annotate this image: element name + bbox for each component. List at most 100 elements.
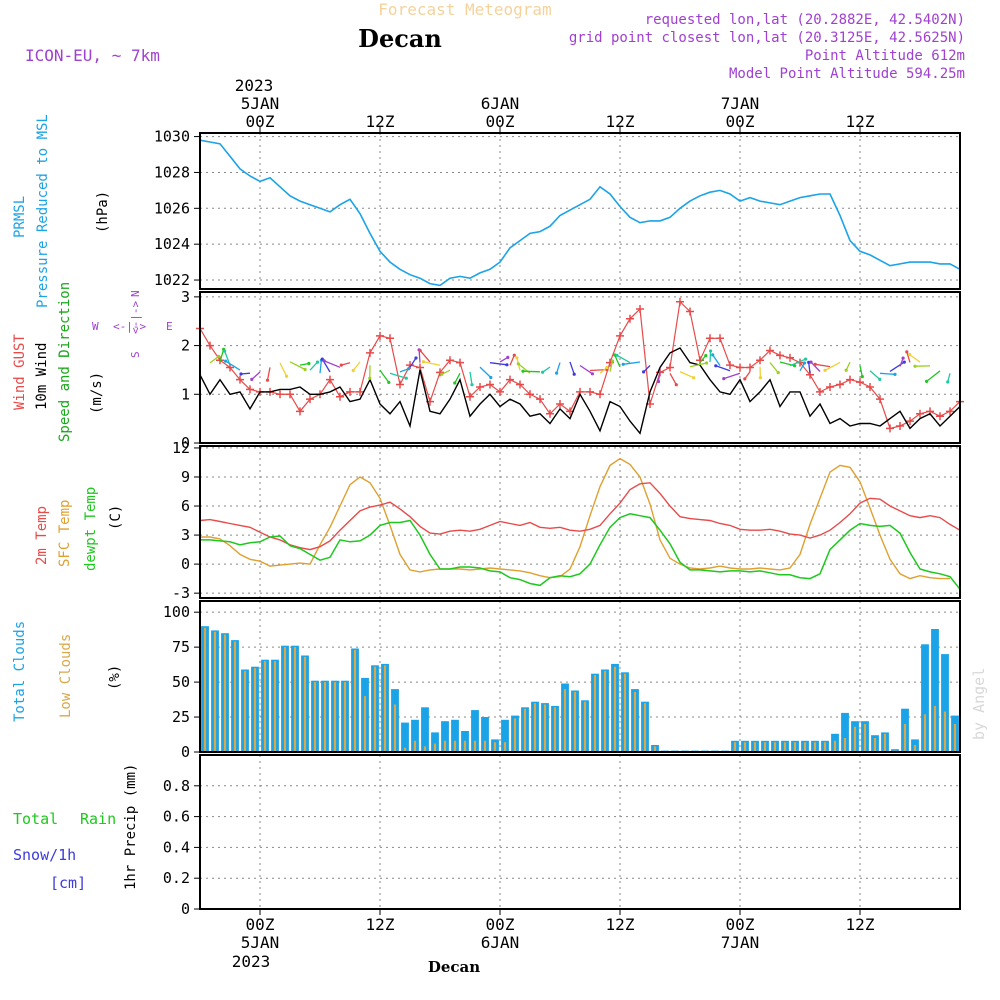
wind-direction-arrow [289, 361, 306, 371]
bottom-date-label: 5JAN [241, 933, 280, 952]
wind-direction-arrow [219, 349, 225, 362]
wind-arrow-head [506, 355, 510, 359]
wind-arrow-head [907, 352, 912, 357]
wind-direction-arrow [712, 354, 721, 366]
wind-direction-arrow [669, 372, 677, 386]
wind-arrow-head [901, 356, 905, 360]
clouds-ytick-label: 100 [163, 603, 190, 621]
low-cloud-bar [793, 742, 797, 752]
low-cloud-bar [753, 742, 757, 752]
gust-point [546, 409, 554, 418]
gust-point [746, 363, 754, 372]
gust-point [816, 387, 824, 396]
temp-label-2m: 2m Temp [34, 506, 50, 565]
wind-panel-frame [199, 291, 961, 444]
sfc-temp-line [200, 457, 950, 580]
clouds-ytick-label: 75 [172, 638, 190, 656]
clouds-unit: (%) [107, 665, 123, 690]
wind-arrow-head [758, 376, 763, 380]
model-label: ICON-EU, ~ 7km [25, 46, 160, 65]
precip-label-snow: Snow/1h [13, 846, 76, 864]
gust-point [626, 314, 634, 323]
bottom-tick-label: 12Z [606, 915, 635, 934]
wind-direction-arrow [579, 364, 593, 375]
wind-arrow-head [512, 353, 516, 357]
low-cloud-bar [803, 742, 807, 752]
wind-arrow-head [893, 372, 897, 376]
wind-arrow-head [322, 359, 326, 363]
gust-point [716, 334, 724, 343]
gust-point [876, 395, 884, 404]
precip-label-cm: [cm] [50, 874, 86, 892]
low-cloud-bar [353, 649, 357, 752]
precip-label-total: Total [13, 810, 58, 828]
total-cloud-bar [441, 721, 449, 752]
total-cloud-bar [921, 644, 929, 752]
wind-arrow-head [505, 363, 509, 367]
gust-point [206, 341, 214, 350]
low-cloud-bar [653, 746, 657, 752]
wind-direction-arrow [423, 361, 441, 366]
gust-point [516, 380, 524, 389]
low-cloud-bar [473, 740, 477, 752]
wind-arrow-head [368, 376, 372, 380]
wind-arrow-head [674, 383, 678, 387]
wind-direction-arrow [616, 354, 631, 364]
wind-arrow-head [453, 381, 457, 385]
wind-direction-arrow [555, 362, 561, 374]
low-cloud-bar [503, 742, 507, 752]
pressure-ytick-label: 1024 [154, 235, 190, 253]
gust-point [596, 390, 604, 399]
low-cloud-bar [773, 742, 777, 752]
wind-ytick-label: 1 [181, 385, 190, 403]
low-cloud-bar [373, 666, 377, 752]
precip-labels: Total Rain Snow/1h [cm] 1hr Precip (mm) [13, 764, 139, 892]
wind-arrow-head [217, 354, 221, 358]
low-cloud-bar [253, 668, 257, 752]
wind-arrow-head [925, 379, 929, 383]
wind-label-gust: Wind GUST [12, 334, 28, 410]
gust-point [916, 409, 924, 418]
low-cloud-bar [423, 746, 427, 752]
wind-direction-arrow [279, 362, 288, 377]
gust-point [366, 348, 374, 357]
wind-arrow-head [946, 380, 950, 384]
frame-layer [199, 132, 961, 910]
total-cloud-bar [431, 732, 439, 752]
wind-arrow-head [250, 377, 254, 381]
low-cloud-bar [453, 740, 457, 752]
gust-point [486, 380, 494, 389]
gust-point [786, 353, 794, 362]
wind-arrow-head [844, 368, 848, 372]
wind-arrow-head [303, 367, 307, 372]
compass-w: W [92, 320, 99, 333]
total-cloud-bar [481, 717, 489, 752]
low-cloud-bar [583, 701, 587, 752]
pressure-ytick-label: 1026 [154, 199, 190, 217]
temp-label-sfc: SFC Temp [57, 500, 73, 567]
gust-point [296, 407, 304, 416]
low-cloud-bar [323, 682, 327, 752]
wind-arrow-head [704, 354, 708, 358]
top-tick-label: 00Z [726, 112, 755, 131]
wind-direction-arrow [679, 371, 694, 379]
wind-direction-arrow [810, 361, 821, 372]
gust-point [276, 390, 284, 399]
low-cloud-bar [363, 696, 367, 752]
precip-panel-frame [199, 754, 961, 910]
gust-point [676, 297, 684, 306]
low-cloud-bar [833, 740, 837, 752]
wind-arrow-head [470, 383, 474, 387]
wind-arrow-head [642, 370, 646, 374]
compass-n: N [129, 290, 142, 297]
total-cloud-bar [941, 654, 949, 752]
wind-labels: Wind GUST 10m Wind Speed and Direction (… [12, 282, 173, 442]
pressure-labels: PRMSL Pressure Reduced to MSL (hPa) [12, 114, 111, 308]
wind-unit: (m/s) [89, 372, 105, 414]
pressure-line [199, 139, 961, 287]
total-cloud-bar [411, 719, 419, 752]
low-cloud-bar [223, 634, 227, 752]
low-cloud-bar [413, 740, 417, 752]
low-cloud-bar [513, 718, 517, 752]
